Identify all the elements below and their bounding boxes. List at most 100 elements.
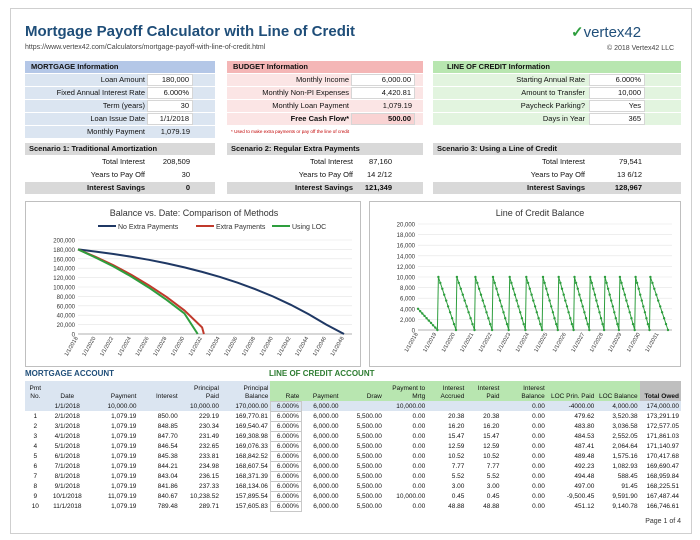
chart-title: Line of Credit Balance bbox=[496, 208, 585, 218]
data-point bbox=[487, 317, 490, 320]
info-row-value[interactable]: 6.000% bbox=[147, 87, 193, 99]
data-point bbox=[626, 305, 630, 308]
table-cell: 1 bbox=[33, 412, 38, 420]
data-point bbox=[513, 293, 517, 296]
data-point bbox=[471, 322, 474, 326]
info-row-value[interactable]: 500.00 bbox=[351, 113, 415, 125]
data-point bbox=[606, 287, 610, 290]
data-point bbox=[493, 281, 496, 285]
table-cell: 6,000.00 bbox=[313, 462, 339, 470]
table-cell: 231.49 bbox=[199, 432, 219, 440]
data-point bbox=[553, 317, 556, 320]
scenario-row: Interest Savings 121,349 bbox=[227, 182, 423, 194]
table-cell: 6,000.00 bbox=[313, 432, 339, 440]
x-tick-label: 1/1/2019 bbox=[422, 332, 438, 354]
table-cell[interactable]: 6.000% bbox=[269, 500, 302, 512]
info-row-value[interactable]: 10,000 bbox=[589, 87, 645, 99]
logo-mark-icon: ✓ bbox=[571, 24, 584, 41]
x-tick-label: 1/1/2024 bbox=[117, 336, 133, 358]
y-tick-label: 20,000 bbox=[397, 223, 416, 229]
info-row-value[interactable]: Yes bbox=[589, 100, 645, 112]
info-row-value[interactable]: 1/1/2018 bbox=[147, 113, 193, 125]
info-row: Amount to Transfer 10,000 bbox=[433, 87, 681, 99]
data-point bbox=[666, 328, 670, 332]
info-row-value: 1,079.19 bbox=[382, 101, 412, 110]
table-row: 5 6/1/2018 1,079.19 845.38 233.81 168,842.52 6… bbox=[25, 450, 681, 462]
table-cell[interactable]: 6.000% bbox=[269, 430, 302, 442]
x-tick-label: 1/1/2029 bbox=[608, 332, 624, 354]
scenario-row: Interest Savings 0 bbox=[25, 182, 215, 194]
data-point bbox=[539, 322, 542, 326]
column-header: Interest bbox=[138, 381, 180, 401]
table-cell: 1,079.19 bbox=[111, 422, 137, 430]
scenario-row-label: Interest Savings bbox=[527, 183, 585, 192]
data-point bbox=[481, 299, 484, 302]
data-point bbox=[637, 287, 640, 290]
table-cell: 168,371.39 bbox=[235, 472, 268, 480]
table-cell: 0.00 bbox=[532, 412, 545, 420]
table-cell: 846.54 bbox=[157, 442, 178, 450]
table-cell bbox=[466, 401, 502, 411]
info-row-value[interactable]: 6.000% bbox=[589, 74, 645, 86]
y-tick-label: 16,000 bbox=[397, 244, 416, 250]
info-row-value[interactable]: 30 bbox=[147, 100, 193, 112]
data-point bbox=[610, 299, 613, 302]
table-cell[interactable]: 6.000% bbox=[269, 450, 302, 462]
table-cell: 230.34 bbox=[199, 422, 219, 430]
column-header: Interest Paid bbox=[466, 381, 502, 401]
y-tick-label: 2,000 bbox=[400, 318, 416, 324]
table-cell[interactable]: 6.000% bbox=[269, 410, 302, 422]
data-point bbox=[423, 314, 426, 318]
info-row-value[interactable]: 6,000.00 bbox=[351, 74, 415, 86]
table-cell: 4,000.00 bbox=[596, 401, 640, 411]
table-cell: 0.00 bbox=[532, 502, 545, 510]
data-point bbox=[457, 281, 460, 285]
data-point bbox=[533, 305, 537, 308]
table-cell: 4/1/2018 bbox=[54, 432, 80, 440]
scenario-row: Total Interest 79,541 bbox=[433, 156, 681, 168]
table-cell[interactable]: 6.000% bbox=[269, 440, 302, 452]
source-url[interactable]: https://www.vertex42.com/Calculators/mor… bbox=[25, 44, 266, 51]
budget-note: * Used to make extra payments or pay off… bbox=[231, 129, 350, 134]
table-cell: 5,500.00 bbox=[356, 422, 382, 430]
data-point bbox=[467, 311, 470, 314]
table-cell: 6,000.00 bbox=[313, 442, 339, 450]
table-cell: 1,079.19 bbox=[111, 472, 137, 480]
data-point bbox=[586, 322, 589, 326]
table-cell: 169,076.33 bbox=[235, 442, 268, 450]
data-point bbox=[564, 299, 567, 302]
table-cell[interactable]: 6.000% bbox=[269, 400, 302, 412]
table-cell: 232.65 bbox=[199, 442, 219, 450]
scenario-row-label: Total Interest bbox=[542, 157, 585, 166]
y-tick-label: 160,000 bbox=[53, 257, 75, 263]
data-point bbox=[578, 293, 581, 296]
table-cell: 5,500.00 bbox=[356, 502, 382, 510]
table-cell[interactable]: 6.000% bbox=[269, 460, 302, 472]
data-point bbox=[498, 299, 502, 302]
table-cell[interactable]: 6.000% bbox=[269, 480, 302, 492]
table-cell[interactable]: 6.000% bbox=[269, 470, 302, 482]
info-row-value[interactable]: 4,420.81 bbox=[351, 87, 415, 99]
data-point bbox=[522, 322, 525, 326]
info-row-value[interactable]: 180,000 bbox=[147, 74, 193, 86]
x-tick-label: 1/1/2044 bbox=[294, 336, 310, 358]
table-cell[interactable]: 6.000% bbox=[269, 420, 302, 432]
info-row-value[interactable]: 365 bbox=[589, 113, 645, 125]
table-cell: 1/1/2018 bbox=[54, 402, 80, 410]
table-cell: 10,000.00 bbox=[383, 401, 428, 411]
info-row-label: Loan Amount bbox=[100, 75, 145, 84]
table-cell: 840.67 bbox=[157, 492, 178, 500]
table-cell: 12.59 bbox=[483, 442, 500, 450]
data-point bbox=[557, 275, 560, 279]
table-cell: 1,079.19 bbox=[111, 502, 137, 510]
y-tick-label: 10,000 bbox=[397, 276, 416, 282]
table-cell: 0.00 bbox=[412, 412, 426, 420]
column-header: Date bbox=[45, 381, 89, 401]
data-point bbox=[555, 322, 558, 326]
scenario-heading: Scenario 3: Using a Line of Credit bbox=[433, 143, 681, 155]
balance-chart-svg: Balance vs. Date: Comparison of Methods N… bbox=[53, 208, 352, 358]
data-point bbox=[605, 281, 608, 285]
table-cell: 1,082.93 bbox=[612, 462, 638, 470]
table-cell[interactable]: 6.000% bbox=[269, 490, 302, 502]
info-row-label: Monthly Loan Payment bbox=[272, 101, 349, 110]
